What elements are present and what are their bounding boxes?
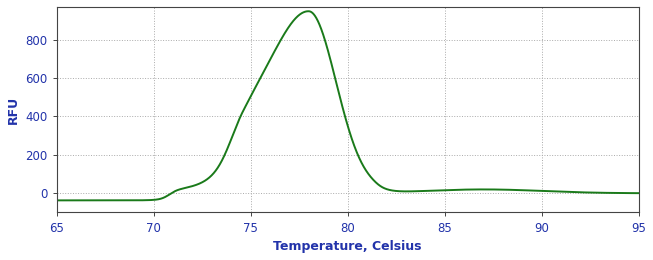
X-axis label: Temperature, Celsius: Temperature, Celsius <box>274 240 422 253</box>
Y-axis label: RFU: RFU <box>7 96 20 124</box>
